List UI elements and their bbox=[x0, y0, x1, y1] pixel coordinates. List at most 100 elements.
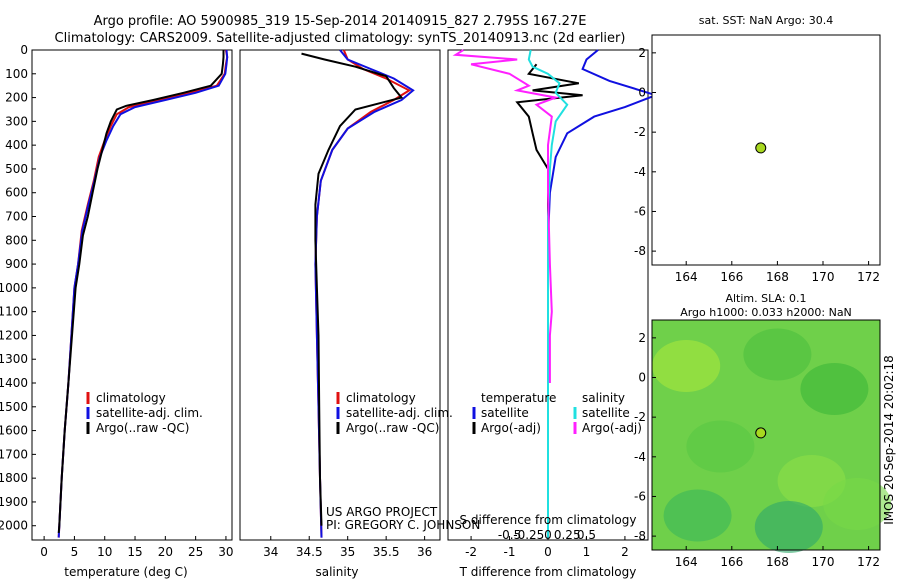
series-satellite-adj-clim- bbox=[314, 49, 415, 538]
salinity-legend: climatology satellite-adj. clim. Argo(..… bbox=[336, 391, 453, 435]
map-y-tick-label: -2 bbox=[634, 125, 646, 139]
x-tick-label: 1 bbox=[583, 545, 591, 559]
depth-tick-label: 500 bbox=[5, 162, 28, 176]
map-y-tick-label: -8 bbox=[634, 529, 646, 543]
depth-tick-label: 1900 bbox=[0, 495, 28, 509]
depth-tick-label: 400 bbox=[5, 138, 28, 152]
series-climatology bbox=[57, 49, 229, 538]
credit-line-2: PI: GREGORY C. JOHNSON bbox=[326, 518, 480, 532]
x-tick-label: 36 bbox=[417, 545, 432, 559]
legend-s-argo-label: Argo(-adj) bbox=[582, 421, 642, 435]
timestamp: IMOS 20-Sep-2014 20:02:18 bbox=[882, 355, 896, 525]
legend-t-satellite-label: satellite bbox=[481, 406, 529, 420]
x-tick-label: 25 bbox=[188, 545, 203, 559]
series-salinity-argo-adj- bbox=[452, 49, 560, 383]
temperature-plot: 0 5 10 15 20 25 30 bbox=[40, 49, 234, 559]
legend-satellite-label: satellite-adj. clim. bbox=[346, 406, 453, 420]
title-line-2: Climatology: CARS2009. Satellite-adjuste… bbox=[55, 31, 626, 46]
x-tick-label: -1 bbox=[504, 545, 516, 559]
map-y-tick-label: 2 bbox=[638, 46, 646, 60]
map-y-tick-label: 2 bbox=[638, 331, 646, 345]
x-tick-label: 5 bbox=[71, 545, 79, 559]
x-tick-top-label: -0.5 bbox=[498, 528, 521, 542]
depth-tick-label: 1800 bbox=[0, 471, 28, 485]
sla-blob bbox=[686, 420, 755, 473]
x-tick-top-label: 0 bbox=[544, 528, 552, 542]
map-x-tick-label: 168 bbox=[766, 555, 789, 569]
x-tick-label: 15 bbox=[127, 545, 142, 559]
map-x-tick-label: 166 bbox=[720, 270, 743, 284]
salinity-xlabel: salinity bbox=[315, 565, 358, 579]
series-salinity-satellite bbox=[527, 49, 569, 538]
x-tick-label: 2 bbox=[621, 545, 629, 559]
x-tick-top-label: -0.25 bbox=[513, 528, 544, 542]
x-tick-label: 20 bbox=[158, 545, 173, 559]
depth-tick-label: 1400 bbox=[0, 376, 28, 390]
sla-blob bbox=[823, 478, 892, 530]
difference-xlabel-top: S difference from climatology bbox=[460, 513, 637, 527]
depth-tick-label: 2000 bbox=[0, 519, 28, 533]
sst-map: 164 166 168 170 172 2 0 -2 -4 -6 -8 bbox=[634, 46, 880, 284]
legend-satellite-label: satellite-adj. clim. bbox=[96, 406, 203, 420]
x-tick-label: -2 bbox=[465, 545, 477, 559]
argo-position-marker bbox=[755, 142, 767, 154]
legend-salinity-title: salinity bbox=[582, 391, 625, 405]
argo-position-marker bbox=[755, 427, 767, 439]
depth-tick-label: 900 bbox=[5, 257, 28, 271]
map-x-tick-label: 166 bbox=[720, 555, 743, 569]
legend-t-argo-label: Argo(-adj) bbox=[481, 421, 541, 435]
sla-blob bbox=[652, 340, 721, 392]
map-x-tick-label: 172 bbox=[857, 555, 880, 569]
series-temperature-satellite bbox=[547, 49, 659, 538]
temperature-legend: climatology satellite-adj. clim. Argo(..… bbox=[86, 391, 203, 435]
depth-tick-label: 600 bbox=[5, 186, 28, 200]
depth-tick-label: 700 bbox=[5, 210, 28, 224]
depth-tick-label: 1600 bbox=[0, 424, 28, 438]
depth-tick-label: 1300 bbox=[0, 352, 28, 366]
map-x-tick-label: 170 bbox=[812, 555, 835, 569]
map-x-tick-label: 170 bbox=[812, 270, 835, 284]
difference-xlabel: T difference from climatology bbox=[459, 565, 637, 579]
sla-map-title-1: Altim. SLA: 0.1 bbox=[725, 292, 806, 305]
credit-line-1: US ARGO PROJECT bbox=[326, 505, 438, 519]
temperature-panel-frame bbox=[31, 49, 233, 541]
x-tick-label: 35.5 bbox=[373, 545, 400, 559]
map-y-tick-label: -6 bbox=[634, 489, 646, 503]
depth-tick-label: 300 bbox=[5, 114, 28, 128]
sla-map-frame bbox=[651, 319, 881, 551]
difference-legend: temperature satellite Argo(-adj) salinit… bbox=[472, 391, 642, 435]
map-x-tick-label: 172 bbox=[857, 270, 880, 284]
x-tick-label: 34.5 bbox=[296, 545, 323, 559]
depth-tick-label: 100 bbox=[5, 67, 28, 81]
sla-map-title-2: Argo h1000: 0.033 h2000: NaN bbox=[680, 306, 852, 319]
depth-tick-label: 1200 bbox=[0, 328, 28, 342]
legend-climatology-label: climatology bbox=[346, 391, 416, 405]
x-tick-top-label: 0.25 bbox=[554, 528, 581, 542]
x-tick-label: 10 bbox=[97, 545, 112, 559]
depth-tick-label: 1100 bbox=[0, 305, 28, 319]
x-tick-label: 35 bbox=[340, 545, 355, 559]
legend-argo-label: Argo(..raw -QC) bbox=[346, 421, 439, 435]
temperature-xlabel: temperature (deg C) bbox=[64, 565, 187, 579]
x-tick-top-label: 0.5 bbox=[577, 528, 596, 542]
map-x-tick-label: 164 bbox=[675, 555, 698, 569]
depth-tick-label: 800 bbox=[5, 233, 28, 247]
salinity-plot: 34 34.5 35 35.5 36 bbox=[263, 49, 432, 559]
depth-axis: 0 100 200 300 400 500 600 700 800 900 1000 1100 1200… bbox=[0, 43, 36, 533]
series-argo-raw-qc- bbox=[301, 52, 404, 526]
series-climatology bbox=[314, 49, 412, 538]
map-y-tick-label: -4 bbox=[634, 450, 646, 464]
legend-s-satellite-label: satellite bbox=[582, 406, 630, 420]
sst-map-title: sat. SST: NaN Argo: 30.4 bbox=[699, 14, 833, 27]
x-tick-label: 0 bbox=[544, 545, 552, 559]
legend-climatology-label: climatology bbox=[96, 391, 166, 405]
series-satellite-adj-clim- bbox=[57, 49, 229, 538]
depth-tick-label: 1700 bbox=[0, 447, 28, 461]
title-line-1: Argo profile: AO 5900985_319 15-Sep-2014… bbox=[94, 14, 587, 29]
map-y-tick-label: -4 bbox=[634, 165, 646, 179]
x-tick-label: 0 bbox=[40, 545, 48, 559]
sst-map-frame bbox=[651, 34, 881, 266]
sla-blob bbox=[800, 363, 869, 415]
map-x-tick-label: 168 bbox=[766, 270, 789, 284]
salinity-panel-frame bbox=[239, 49, 441, 541]
